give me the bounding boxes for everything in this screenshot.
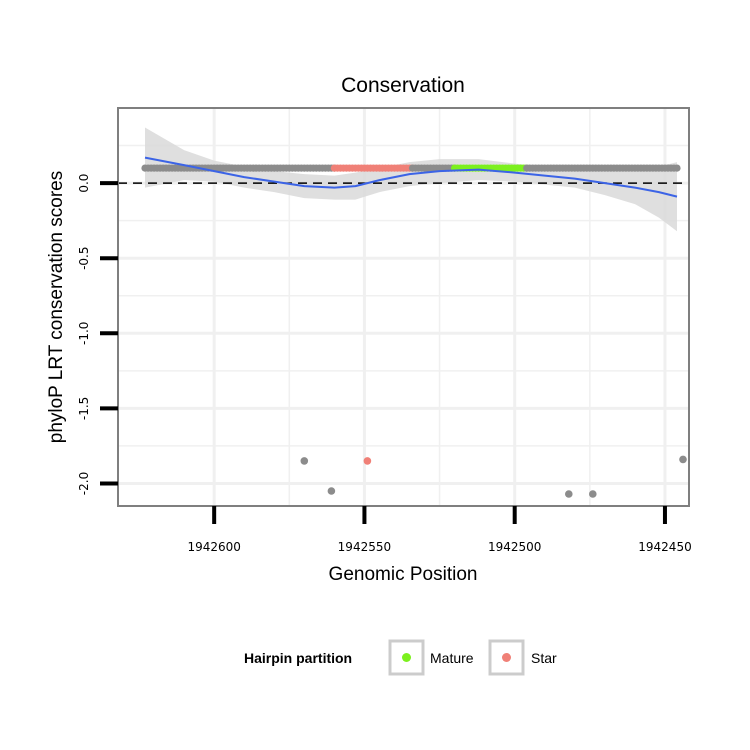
data-point-other xyxy=(673,164,681,172)
x-axis-title: Genomic Position xyxy=(329,564,478,585)
x-axis: 1942600 1942550 1942500 1942450 xyxy=(187,506,692,554)
confidence-ribbon-layer xyxy=(145,127,677,232)
y-tick-label: -1.5 xyxy=(77,397,91,420)
data-point-outlier-other xyxy=(679,455,687,464)
point-band-other xyxy=(523,164,681,172)
data-point-outlier-other xyxy=(300,457,309,465)
data-point-outlier-other xyxy=(565,490,573,498)
legend-label-mature: Mature xyxy=(430,650,474,666)
y-tick-label: -1.0 xyxy=(77,322,91,345)
smooth-line-layer xyxy=(144,156,678,198)
x-tick-label: 1942550 xyxy=(338,540,391,554)
legend-marker-mature xyxy=(402,653,411,662)
legend-label-star: Star xyxy=(531,650,557,666)
x-tick-label: 1942500 xyxy=(488,540,541,554)
x-tick-label: 1942450 xyxy=(638,540,691,554)
y-tick-label: -0.5 xyxy=(77,246,91,269)
data-point-outlier-other xyxy=(589,490,597,498)
panel-border xyxy=(117,107,690,507)
legend-title: Hairpin partition xyxy=(244,650,352,666)
point-band-star xyxy=(330,164,417,172)
y-axis-title: phyloP LRT conservation scores xyxy=(46,171,67,444)
smooth-line xyxy=(144,156,678,198)
y-tick-label: -2.0 xyxy=(77,472,91,495)
confidence-ribbon xyxy=(145,127,677,232)
data-point-outlier-other xyxy=(327,487,336,495)
legend-marker-star xyxy=(502,653,511,662)
y-tick-label: 0.0 xyxy=(77,174,91,193)
legend: Hairpin partition Mature Star xyxy=(244,639,557,676)
data-point-outlier-star xyxy=(363,457,372,465)
point-band-other xyxy=(141,164,338,172)
y-axis: 0.0 -0.5 -1.0 -1.5 -2.0 xyxy=(77,174,118,495)
chart-title: Conservation xyxy=(341,74,465,97)
x-tick-label: 1942600 xyxy=(187,540,240,554)
